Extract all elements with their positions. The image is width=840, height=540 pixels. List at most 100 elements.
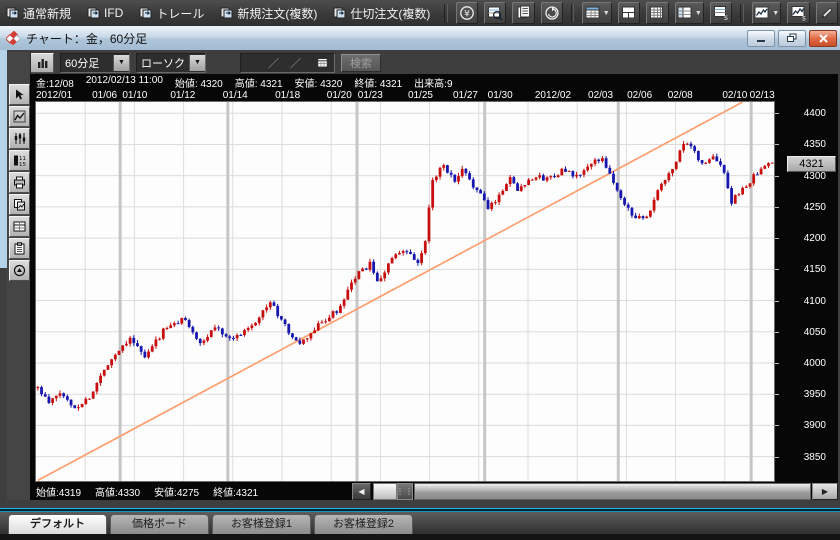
window-title: チャート：金，60分足 bbox=[26, 31, 148, 46]
indicator-tool-button[interactable] bbox=[9, 106, 30, 127]
reload-icon bbox=[545, 6, 559, 20]
normal-order-button[interactable]: 通常新規 bbox=[0, 1, 79, 25]
info-open: 始値: 4320 bbox=[174, 79, 223, 90]
date-field bbox=[240, 52, 335, 73]
x-axis-label: 02/03 bbox=[588, 90, 614, 101]
reload-button[interactable] bbox=[540, 2, 564, 24]
pointer-tool-button[interactable] bbox=[9, 84, 30, 105]
info-high: 高値: 4321 bbox=[234, 79, 283, 90]
x-axis-label: 01/06 bbox=[92, 90, 118, 101]
scrollbar-thumb[interactable] bbox=[373, 483, 397, 500]
y-axis-label: 4100 bbox=[803, 295, 826, 307]
layout-tab-panel: デフォルト 価格ボード お客様登録1 お客様登録2 bbox=[0, 508, 840, 540]
scrollbar-track[interactable] bbox=[414, 483, 811, 500]
tab-custom-2[interactable]: お客様登録2 bbox=[314, 514, 413, 534]
tab-default[interactable]: デフォルト bbox=[8, 514, 107, 534]
svg-text:15: 15 bbox=[19, 162, 26, 167]
quote-info-bar: 金:12/08 2012/02/13 11:00 始値: 4320 高値: 43… bbox=[36, 75, 453, 90]
clipboard-button[interactable] bbox=[9, 238, 30, 259]
window-title-bar[interactable]: チャート：金，60分足 bbox=[0, 26, 840, 51]
x-axis-label: 01/30 bbox=[487, 90, 513, 101]
close-button[interactable] bbox=[809, 29, 837, 47]
x-axis-label: 2012/01 bbox=[36, 90, 73, 101]
scrollbar-grip[interactable]: ⋮⋮ bbox=[396, 483, 413, 500]
yen-icon: ¥ bbox=[460, 6, 474, 20]
workspace-background bbox=[0, 50, 7, 268]
board-icon bbox=[13, 221, 26, 232]
new-multi-order-button[interactable]: 新規注文(複数) bbox=[214, 1, 325, 25]
mini-chart-icon bbox=[37, 58, 47, 68]
session-open: 始値:4319 bbox=[36, 488, 82, 499]
candlestick-icon bbox=[14, 133, 26, 144]
search-button[interactable]: 検索 bbox=[341, 53, 381, 72]
y-axis: 4321 4400 4350 4300 4250 4200 4150 4100 4050 400… bbox=[774, 102, 838, 481]
chart-style-select[interactable]: ローソク ▼ bbox=[136, 52, 206, 73]
grid-board-button[interactable] bbox=[646, 2, 669, 24]
ifd-order-label: IFD bbox=[104, 6, 124, 20]
yen-rate-button[interactable]: ¥ bbox=[455, 2, 479, 24]
calendar-button[interactable] bbox=[317, 57, 334, 68]
y-axis-tick bbox=[775, 425, 779, 427]
board-s-button[interactable]: s bbox=[710, 2, 733, 24]
board-select-button[interactable]: ▼ bbox=[674, 2, 705, 24]
calendar-icon bbox=[317, 58, 328, 68]
period-select[interactable]: 60分足 ▼ bbox=[60, 52, 130, 73]
x-axis-label: 02/10 bbox=[722, 90, 748, 101]
minimize-button[interactable] bbox=[747, 29, 775, 47]
period-value: 60分足 bbox=[65, 57, 100, 70]
order-doc-icon bbox=[6, 7, 19, 19]
svg-text:11: 11 bbox=[19, 156, 26, 162]
board-view-button[interactable] bbox=[9, 216, 30, 237]
scroll-left-button[interactable]: ◀ bbox=[352, 483, 371, 500]
price-data-tool-button[interactable]: 11 15 bbox=[9, 150, 30, 171]
candlestick-tool-button[interactable] bbox=[9, 128, 30, 149]
close-icon bbox=[818, 33, 828, 43]
split-board-button[interactable] bbox=[618, 2, 641, 24]
print-button[interactable] bbox=[9, 172, 30, 193]
order-doc-icon bbox=[87, 7, 100, 19]
y-axis-tick bbox=[775, 269, 779, 271]
copy-chart-icon bbox=[14, 199, 25, 211]
quote-search-button[interactable] bbox=[484, 2, 507, 24]
pointer-icon bbox=[16, 89, 24, 100]
toolbar-separator bbox=[740, 4, 744, 22]
normal-order-label: 通常新規 bbox=[23, 6, 72, 21]
panel-footer bbox=[0, 534, 840, 540]
split-board-icon bbox=[622, 6, 636, 19]
copy-chart-button[interactable] bbox=[9, 194, 30, 215]
chart-type-button[interactable] bbox=[30, 52, 54, 73]
order-doc-icon bbox=[220, 7, 233, 19]
chart-s-button[interactable]: s bbox=[787, 2, 810, 24]
price-board-icon bbox=[585, 6, 600, 19]
minimize-icon bbox=[757, 39, 765, 42]
pencil-button[interactable] bbox=[815, 2, 839, 24]
svg-text:s: s bbox=[724, 13, 728, 21]
x-axis-label: 01/18 bbox=[275, 90, 301, 101]
toolbar-separator bbox=[444, 4, 448, 22]
ifd-order-button[interactable]: IFD bbox=[81, 1, 131, 25]
order-toolbar: 通常新規 IFD トレール 新規注文(複数) 仕切注文(複数) ¥ bbox=[0, 0, 840, 27]
chevron-down-icon[interactable]: ▼ bbox=[113, 54, 129, 71]
chevron-down-icon[interactable]: ▼ bbox=[189, 54, 205, 71]
session-low: 安値:4275 bbox=[154, 488, 200, 499]
tab-price-board[interactable]: 価格ボード bbox=[110, 514, 209, 534]
info-symbol: 金:12/08 bbox=[36, 79, 74, 90]
x-axis-label: 01/25 bbox=[407, 90, 433, 101]
candlestick-plot[interactable] bbox=[35, 101, 775, 482]
y-axis-label: 4300 bbox=[803, 170, 826, 182]
trail-order-button[interactable]: トレール bbox=[133, 1, 212, 25]
tab-custom-1[interactable]: お客様登録1 bbox=[212, 514, 311, 534]
price-board-button[interactable]: ▼ bbox=[582, 2, 613, 24]
collapse-button[interactable] bbox=[9, 260, 30, 281]
chart-select-icon bbox=[754, 6, 769, 19]
y-axis-label: 3950 bbox=[803, 389, 826, 401]
y-axis-label: 3850 bbox=[803, 451, 826, 463]
chart-select-button[interactable]: ▼ bbox=[751, 2, 782, 24]
date-input[interactable] bbox=[241, 55, 317, 70]
close-multi-order-button[interactable]: 仕切注文(複数) bbox=[327, 1, 438, 25]
news-button[interactable] bbox=[512, 2, 535, 24]
restore-button[interactable] bbox=[778, 29, 806, 47]
clipboard-icon bbox=[14, 242, 25, 255]
scroll-right-button[interactable]: ▶ bbox=[812, 483, 838, 500]
grid-board-icon bbox=[650, 6, 664, 19]
